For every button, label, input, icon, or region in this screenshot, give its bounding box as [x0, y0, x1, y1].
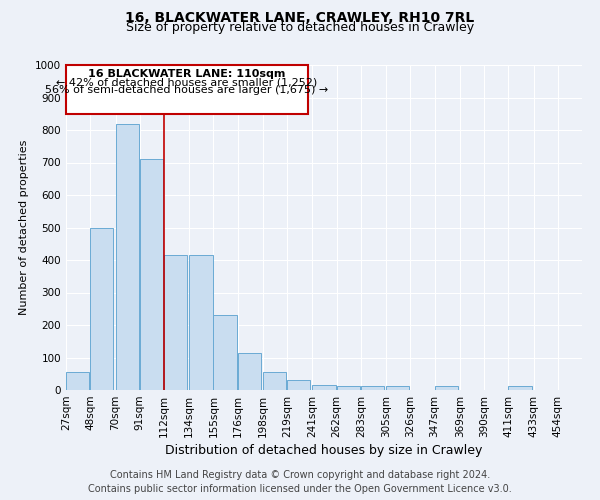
- Bar: [116, 124, 139, 390]
- Bar: [189, 255, 212, 390]
- Bar: [90, 228, 113, 390]
- Text: ← 42% of detached houses are smaller (1,252): ← 42% of detached houses are smaller (1,…: [56, 77, 317, 87]
- Bar: [164, 255, 187, 390]
- Bar: [361, 386, 384, 390]
- Bar: [313, 385, 336, 390]
- Y-axis label: Number of detached properties: Number of detached properties: [19, 140, 29, 315]
- Bar: [508, 386, 532, 390]
- Bar: [140, 159, 163, 390]
- Bar: [263, 372, 286, 390]
- Bar: [386, 386, 409, 390]
- X-axis label: Distribution of detached houses by size in Crawley: Distribution of detached houses by size …: [166, 444, 482, 457]
- Bar: [337, 386, 360, 390]
- Text: 16 BLACKWATER LANE: 110sqm: 16 BLACKWATER LANE: 110sqm: [88, 68, 286, 78]
- Bar: [434, 386, 458, 390]
- Bar: [214, 316, 236, 390]
- Bar: [238, 352, 261, 390]
- Bar: [287, 380, 310, 390]
- FancyBboxPatch shape: [66, 65, 308, 114]
- Bar: [66, 372, 89, 390]
- Text: 16, BLACKWATER LANE, CRAWLEY, RH10 7RL: 16, BLACKWATER LANE, CRAWLEY, RH10 7RL: [125, 11, 475, 25]
- Text: Contains HM Land Registry data © Crown copyright and database right 2024.
Contai: Contains HM Land Registry data © Crown c…: [88, 470, 512, 494]
- Text: 56% of semi-detached houses are larger (1,675) →: 56% of semi-detached houses are larger (…: [46, 85, 329, 95]
- Text: Size of property relative to detached houses in Crawley: Size of property relative to detached ho…: [126, 21, 474, 34]
